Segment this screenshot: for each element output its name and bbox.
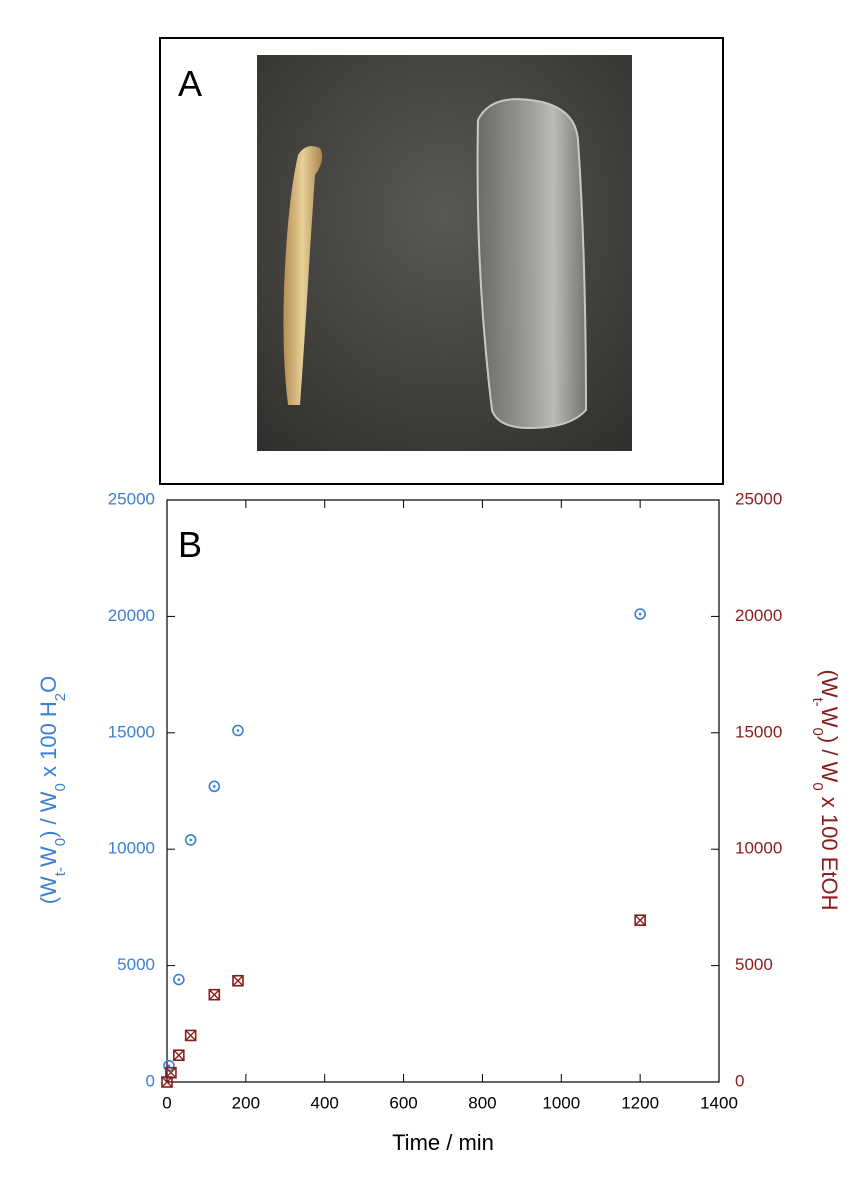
y2-tick-label: 0 — [735, 1071, 744, 1090]
subscript: 2 — [52, 693, 69, 701]
x-tick-label: 400 — [311, 1093, 339, 1112]
marker — [634, 608, 646, 620]
marker-dot — [177, 978, 181, 981]
point — [232, 974, 244, 987]
marker-dot — [189, 838, 192, 842]
subscript: 0 — [52, 838, 69, 846]
y-tick-label: 10000 — [108, 839, 155, 858]
x-tick-label: 1200 — [621, 1093, 659, 1112]
point — [232, 724, 244, 737]
photo — [257, 55, 632, 451]
marker-dot — [236, 729, 240, 732]
marker-cross — [634, 914, 646, 926]
subscript: 0 — [52, 783, 69, 791]
marker-cross — [232, 975, 244, 987]
panel-label: A — [178, 63, 202, 104]
subscript: 0 — [810, 782, 827, 790]
marker-dot — [638, 612, 642, 616]
marker — [232, 974, 244, 987]
subscript: 0 — [810, 728, 827, 736]
x-tick-label: 0 — [162, 1093, 171, 1112]
point — [173, 1049, 185, 1062]
marker — [232, 724, 244, 737]
label-part: O — [36, 676, 61, 693]
x-tick-label: 600 — [389, 1093, 417, 1112]
label-part: W — [36, 846, 61, 867]
marker-cross — [185, 1029, 197, 1041]
x-axis-label: Time / min — [392, 1130, 494, 1155]
marker-cross — [161, 1076, 173, 1088]
marker-cross — [208, 989, 220, 1001]
marker-dot — [167, 1064, 171, 1068]
y-axis-label: (Wt-W0) / W0 x 100 H2O — [36, 676, 69, 905]
x-tick-label: 800 — [468, 1093, 496, 1112]
y-tick-label: 25000 — [108, 489, 155, 508]
marker — [184, 834, 197, 846]
marker — [208, 988, 221, 1001]
y-tick-label: 20000 — [108, 606, 155, 625]
x-tick-label: 1000 — [542, 1093, 580, 1112]
label-part: W — [817, 707, 842, 728]
point — [165, 1066, 177, 1079]
marker — [165, 1066, 177, 1079]
point — [634, 914, 646, 927]
y2-tick-label: 20000 — [735, 606, 782, 625]
label-part: ) / W — [36, 791, 61, 838]
label-part: (W — [817, 670, 842, 698]
y2-tick-label: 5000 — [735, 955, 773, 974]
subscript: t- — [52, 867, 69, 876]
label-part: (W — [36, 876, 61, 904]
panel-label: B — [178, 524, 202, 565]
point — [208, 780, 221, 793]
marker-cross — [173, 1049, 185, 1061]
x-tick-label: 1400 — [700, 1093, 738, 1112]
point — [184, 834, 197, 846]
marker — [173, 973, 185, 986]
y2-tick-label: 10000 — [735, 839, 782, 858]
subscript: t- — [810, 698, 827, 707]
point — [208, 988, 221, 1001]
point — [173, 973, 185, 986]
label-part: x 100 EtOH — [817, 791, 842, 911]
y2-tick-label: 25000 — [735, 489, 782, 508]
x-tick-label: 200 — [232, 1093, 260, 1112]
marker — [184, 1029, 197, 1042]
label-part: ) / W — [817, 736, 842, 783]
label-part: x 100 H — [36, 701, 61, 783]
marker — [173, 1049, 185, 1062]
y-tick-label: 15000 — [108, 722, 155, 741]
point — [634, 608, 646, 620]
y-tick-label: 0 — [146, 1071, 155, 1090]
marker-dot — [213, 785, 216, 788]
marker-cross — [165, 1067, 177, 1079]
y2-axis-label: (Wt-W0) / W0 x 100 EtOH — [810, 670, 843, 911]
plot-frame — [166, 499, 720, 1083]
point — [184, 1029, 197, 1042]
marker — [208, 780, 221, 793]
y2-tick-label: 15000 — [735, 722, 782, 741]
marker — [634, 914, 646, 927]
y-tick-label: 5000 — [117, 955, 155, 974]
